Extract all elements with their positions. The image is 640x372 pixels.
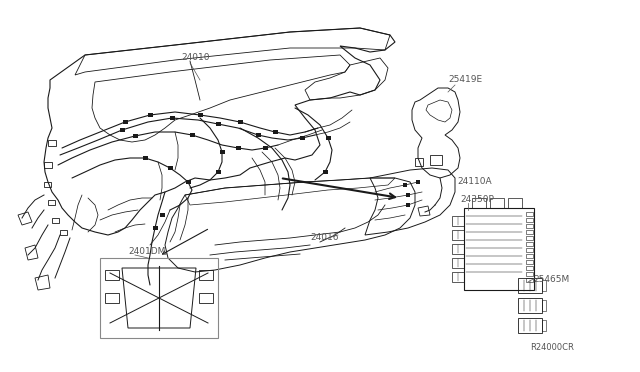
- Bar: [542, 300, 546, 311]
- Text: R24000CR: R24000CR: [530, 343, 574, 353]
- Bar: [168, 166, 173, 170]
- Bar: [526, 248, 533, 252]
- Bar: [403, 183, 407, 187]
- Bar: [542, 280, 546, 291]
- Bar: [452, 244, 464, 254]
- Bar: [122, 120, 127, 124]
- Bar: [300, 136, 305, 140]
- Bar: [430, 155, 442, 165]
- Bar: [526, 212, 533, 216]
- Bar: [60, 230, 67, 235]
- Bar: [526, 224, 533, 228]
- Bar: [105, 270, 119, 280]
- Bar: [52, 218, 59, 223]
- Bar: [152, 226, 157, 230]
- Bar: [44, 162, 52, 168]
- Bar: [323, 170, 328, 174]
- Bar: [48, 200, 55, 205]
- Bar: [216, 170, 221, 174]
- Bar: [452, 272, 464, 282]
- Bar: [464, 208, 534, 290]
- Bar: [416, 180, 420, 184]
- Bar: [143, 156, 147, 160]
- Bar: [262, 146, 268, 150]
- Bar: [216, 122, 221, 126]
- Bar: [526, 266, 533, 270]
- Bar: [518, 278, 542, 293]
- Text: 25465M: 25465M: [533, 276, 569, 285]
- Bar: [159, 213, 164, 217]
- Bar: [170, 116, 175, 120]
- Bar: [406, 203, 410, 207]
- Bar: [326, 136, 330, 140]
- Bar: [48, 140, 56, 146]
- Bar: [199, 270, 213, 280]
- Bar: [518, 298, 542, 313]
- Bar: [406, 193, 410, 197]
- Bar: [452, 258, 464, 268]
- Bar: [100, 258, 218, 338]
- Bar: [273, 130, 278, 134]
- Bar: [526, 230, 533, 234]
- Text: 24350P: 24350P: [460, 196, 494, 205]
- Bar: [199, 293, 213, 303]
- Bar: [490, 198, 504, 208]
- Bar: [472, 198, 486, 208]
- Text: 25419E: 25419E: [448, 76, 482, 84]
- Text: 2401DM: 2401DM: [128, 247, 165, 257]
- Bar: [220, 150, 225, 154]
- Bar: [452, 230, 464, 240]
- Bar: [237, 120, 243, 124]
- Bar: [542, 320, 546, 331]
- Text: 24016: 24016: [310, 234, 339, 243]
- Bar: [147, 113, 152, 117]
- Bar: [189, 133, 195, 137]
- Bar: [508, 198, 522, 208]
- Bar: [526, 236, 533, 240]
- Bar: [105, 293, 119, 303]
- Text: 24110A: 24110A: [457, 177, 492, 186]
- Bar: [198, 113, 202, 117]
- Bar: [526, 278, 533, 282]
- Bar: [415, 158, 423, 166]
- Bar: [526, 260, 533, 264]
- Bar: [132, 134, 138, 138]
- Bar: [526, 218, 533, 222]
- Bar: [452, 216, 464, 226]
- Bar: [120, 128, 125, 132]
- Bar: [518, 318, 542, 333]
- Bar: [526, 242, 533, 246]
- Bar: [526, 272, 533, 276]
- Bar: [255, 133, 260, 137]
- Bar: [186, 180, 191, 184]
- Text: 24010: 24010: [181, 52, 209, 61]
- Bar: [526, 254, 533, 258]
- Bar: [44, 182, 51, 187]
- Bar: [236, 146, 241, 150]
